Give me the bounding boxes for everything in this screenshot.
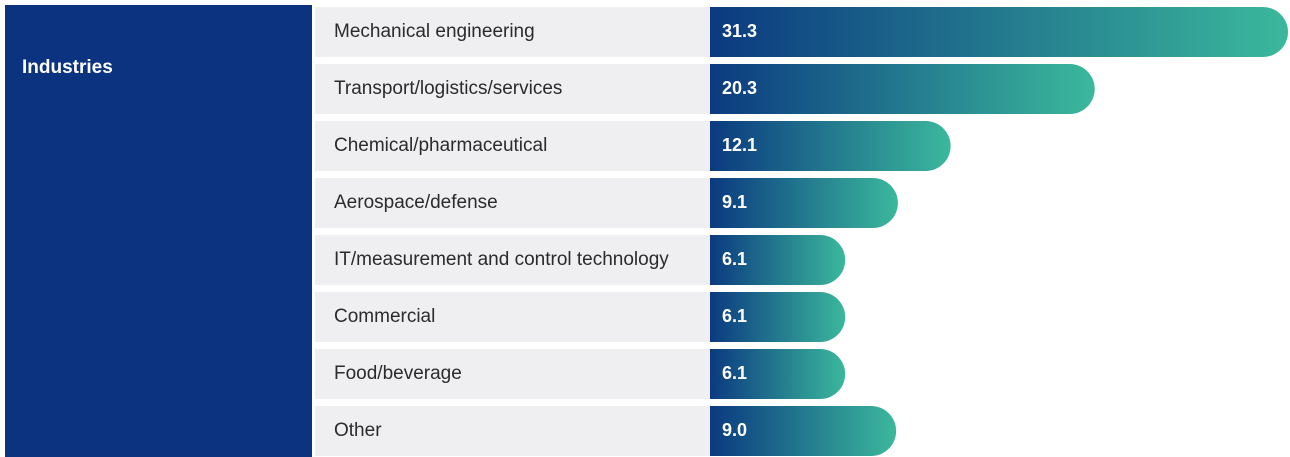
bar [710, 64, 1095, 114]
row-background [315, 292, 710, 342]
category-label: Food/beverage [334, 363, 462, 384]
value-label: 20.3 [722, 78, 757, 98]
category-label: Chemical/pharmaceutical [334, 135, 547, 156]
row-background [315, 235, 710, 285]
category-label: Commercial [334, 306, 435, 327]
row-background [315, 349, 710, 399]
value-label: 9.1 [722, 192, 747, 212]
value-label: 6.1 [722, 363, 747, 383]
value-label: 9.0 [722, 420, 747, 440]
bar [710, 121, 951, 171]
bar [710, 178, 898, 228]
group-panel [5, 5, 312, 457]
row-background [315, 406, 710, 456]
bar [710, 292, 846, 342]
value-label: 6.1 [722, 306, 747, 326]
row-background [315, 121, 710, 171]
row-background [315, 64, 710, 114]
row-background [315, 7, 710, 57]
value-label: 6.1 [722, 249, 747, 269]
category-label: Other [334, 420, 382, 441]
category-label: Transport/logistics/services [334, 78, 562, 99]
bar [710, 349, 846, 399]
group-label: Industries [22, 57, 113, 78]
category-label: Aerospace/defense [334, 192, 498, 213]
category-label: IT/measurement and control technology [334, 249, 669, 270]
category-label: Mechanical engineering [334, 21, 535, 42]
bar [710, 406, 897, 456]
bar [710, 235, 846, 285]
row-background [315, 178, 710, 228]
value-label: 31.3 [722, 21, 757, 41]
value-label: 12.1 [722, 135, 757, 155]
bar [710, 7, 1288, 57]
